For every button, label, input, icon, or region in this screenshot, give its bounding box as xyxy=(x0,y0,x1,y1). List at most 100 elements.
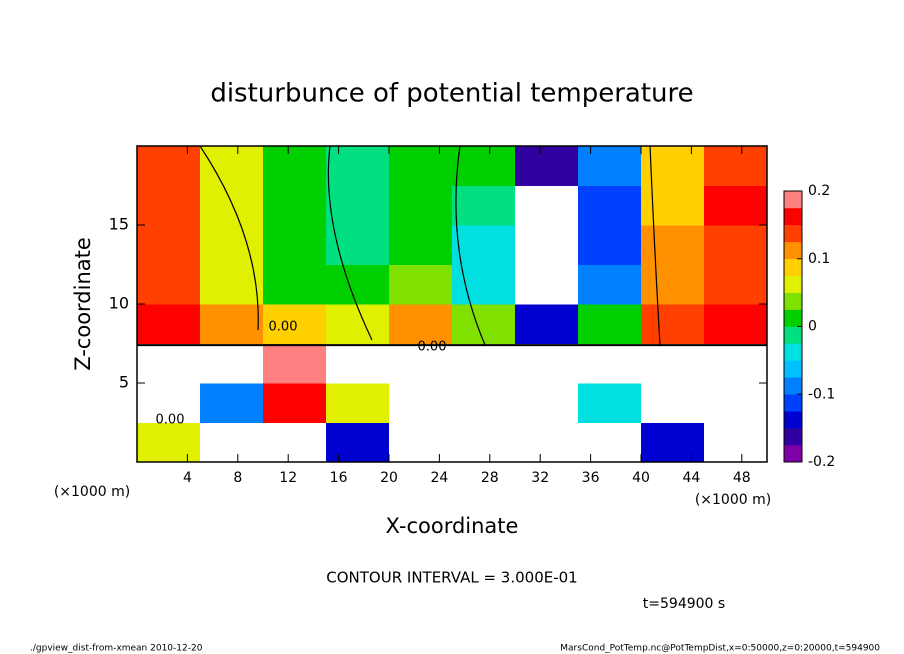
contour-label: 0.00 xyxy=(156,413,185,428)
colorbar-swatch xyxy=(784,275,802,293)
cell xyxy=(389,422,453,463)
cell xyxy=(326,422,390,463)
cell xyxy=(578,343,642,384)
cell xyxy=(452,422,516,463)
footer-right: MarsCond_PotTemp.nc@PotTempDist,x=0:5000… xyxy=(560,644,880,654)
cell xyxy=(137,146,201,186)
cell xyxy=(452,383,516,423)
cell xyxy=(578,422,642,463)
cell xyxy=(578,146,642,186)
cell xyxy=(200,304,264,344)
y-tick-label: 10 xyxy=(109,294,129,313)
time-label: t=594900 s xyxy=(643,596,725,612)
cell xyxy=(641,225,705,265)
x-axis-label: X-coordinate xyxy=(386,514,519,538)
x-tick-label: 36 xyxy=(582,470,600,486)
cell xyxy=(263,185,327,226)
cell xyxy=(137,264,201,305)
cell xyxy=(704,146,768,186)
colorbar-swatch xyxy=(784,292,802,310)
cell xyxy=(137,225,201,265)
cell xyxy=(263,343,327,384)
cell xyxy=(263,264,327,305)
cell xyxy=(578,383,642,423)
colorbar-tick-label: -0.1 xyxy=(808,386,835,402)
contour-line xyxy=(199,145,259,331)
cell xyxy=(515,343,579,384)
x-tick-label: 8 xyxy=(233,470,242,486)
contour-label: 0.00 xyxy=(269,320,298,335)
colorbar-swatch xyxy=(784,309,802,327)
field xyxy=(137,146,768,463)
cell xyxy=(704,225,768,265)
cell xyxy=(515,185,579,226)
colorbar-swatch xyxy=(784,241,802,260)
overlay: 0.000.000.004 8 12 16 20 24 28 32 36 40 44 4851015-… xyxy=(109,145,835,486)
cell xyxy=(137,383,201,423)
contour-line xyxy=(649,145,661,346)
cell xyxy=(452,225,516,265)
cell xyxy=(263,422,327,463)
colorbar-swatch xyxy=(784,428,802,446)
cell xyxy=(389,304,453,344)
y-axis-label: Z-coordinate xyxy=(71,237,95,371)
contour-label: 0.00 xyxy=(418,340,447,355)
x-tick-label: 4 xyxy=(183,470,192,486)
cell xyxy=(578,304,642,344)
colorbar-swatch xyxy=(784,411,802,429)
contour-line xyxy=(455,145,486,346)
cell xyxy=(641,383,705,423)
colorbar-swatch xyxy=(784,343,802,361)
cell xyxy=(137,422,201,463)
footer-left: ./gpview_dist-from-xmean 2010-12-20 xyxy=(30,644,203,654)
y-tick-label: 15 xyxy=(109,215,129,234)
cell xyxy=(641,304,705,344)
colorbar-tick-label: 0.1 xyxy=(808,251,830,267)
cell xyxy=(389,343,453,384)
cell xyxy=(326,225,390,265)
cell xyxy=(389,264,453,305)
chart-title: disturbunce of potential temperature xyxy=(210,79,693,109)
cell xyxy=(137,304,201,344)
cell xyxy=(578,225,642,265)
x-tick-label: 44 xyxy=(682,470,700,486)
cell xyxy=(326,146,390,186)
cell xyxy=(641,264,705,305)
colorbar-swatch xyxy=(784,224,802,243)
cell xyxy=(452,185,516,226)
x-tick-label: 20 xyxy=(380,470,398,486)
cell xyxy=(326,383,390,423)
colorbar-swatch xyxy=(784,207,802,226)
cell xyxy=(704,343,768,384)
cell xyxy=(326,185,390,226)
colorbar-tick-label: 0 xyxy=(808,319,817,335)
colorbar-swatch xyxy=(784,258,802,276)
cell xyxy=(263,304,327,344)
cell xyxy=(704,383,768,423)
cell xyxy=(389,185,453,226)
cell xyxy=(515,264,579,305)
cell xyxy=(452,146,516,186)
cell xyxy=(515,383,579,423)
x-tick-label: 28 xyxy=(481,470,499,486)
cell xyxy=(263,383,327,423)
cell xyxy=(200,185,264,226)
cell xyxy=(704,185,768,226)
cell xyxy=(704,304,768,344)
colorbar-swatch xyxy=(784,360,802,378)
cell xyxy=(200,225,264,265)
cell xyxy=(452,264,516,305)
contour-interval: CONTOUR INTERVAL = 3.000E-01 xyxy=(326,569,577,587)
cell xyxy=(326,343,390,384)
x-tick-label: 16 xyxy=(330,470,348,486)
colorbar-swatch xyxy=(784,394,802,412)
cell xyxy=(452,343,516,384)
cell xyxy=(137,343,201,384)
colorbar-swatch xyxy=(784,445,802,463)
cell xyxy=(263,146,327,186)
cell xyxy=(515,304,579,344)
cell xyxy=(389,146,453,186)
cell xyxy=(389,383,453,423)
colorbar-swatch xyxy=(784,191,802,209)
